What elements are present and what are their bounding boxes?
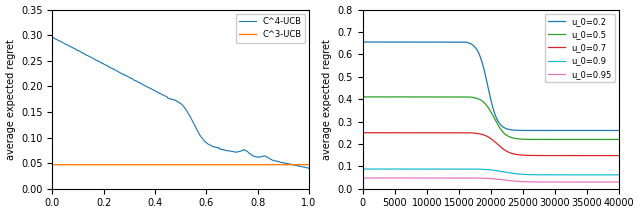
u_0=0.5 bbox=[481, 102, 488, 104]
u_0=0.5 bbox=[468, 96, 476, 99]
u_0=0.7 bbox=[595, 154, 602, 157]
u_0=0.2 bbox=[359, 41, 367, 43]
u_0=0.9 bbox=[468, 168, 476, 170]
u_0=0.5 bbox=[359, 96, 367, 98]
Line: u_0=0.95: u_0=0.95 bbox=[363, 178, 619, 182]
u_0=0.2 bbox=[615, 129, 623, 132]
C^3-UCB bbox=[61, 163, 69, 166]
C^4-UCB bbox=[61, 43, 69, 46]
u_0=0.9 bbox=[545, 174, 553, 176]
u_0=0.5 bbox=[615, 138, 623, 141]
C^3-UCB bbox=[305, 163, 313, 166]
C^3-UCB bbox=[173, 163, 181, 166]
C^4-UCB bbox=[173, 100, 181, 103]
u_0=0.95 bbox=[467, 177, 474, 179]
C^3-UCB bbox=[49, 163, 56, 166]
Legend: u_0=0.2, u_0=0.5, u_0=0.7, u_0=0.9, u_0=0.95: u_0=0.2, u_0=0.5, u_0=0.7, u_0=0.9, u_0=… bbox=[545, 14, 615, 82]
u_0=0.95 bbox=[359, 177, 367, 179]
Y-axis label: average expected regret: average expected regret bbox=[322, 39, 332, 160]
Line: C^4-UCB: C^4-UCB bbox=[52, 37, 309, 168]
u_0=0.9 bbox=[481, 168, 488, 171]
C^4-UCB bbox=[298, 165, 305, 168]
u_0=0.7 bbox=[467, 132, 474, 134]
u_0=0.7 bbox=[607, 154, 615, 157]
u_0=0.7 bbox=[481, 134, 488, 137]
C^4-UCB bbox=[49, 36, 56, 38]
u_0=0.2 bbox=[481, 70, 488, 73]
u_0=0.2 bbox=[545, 129, 553, 132]
u_0=0.95 bbox=[595, 181, 602, 183]
Line: u_0=0.2: u_0=0.2 bbox=[363, 42, 619, 131]
C^3-UCB bbox=[298, 163, 305, 166]
u_0=0.9 bbox=[615, 174, 623, 176]
u_0=0.5 bbox=[607, 138, 615, 141]
u_0=0.95 bbox=[615, 181, 623, 183]
Line: u_0=0.7: u_0=0.7 bbox=[363, 133, 619, 156]
C^3-UCB bbox=[298, 163, 305, 166]
C^4-UCB bbox=[166, 98, 174, 100]
u_0=0.9 bbox=[467, 168, 474, 170]
u_0=0.2 bbox=[468, 43, 476, 46]
Line: u_0=0.5: u_0=0.5 bbox=[363, 97, 619, 140]
Line: u_0=0.9: u_0=0.9 bbox=[363, 169, 619, 175]
C^3-UCB bbox=[250, 163, 258, 166]
C^4-UCB bbox=[298, 165, 305, 168]
u_0=0.5 bbox=[545, 138, 553, 141]
u_0=0.9 bbox=[595, 174, 602, 176]
Legend: C^4-UCB, C^3-UCB: C^4-UCB, C^3-UCB bbox=[236, 14, 305, 43]
u_0=0.7 bbox=[545, 154, 553, 157]
Y-axis label: average expected regret: average expected regret bbox=[6, 39, 15, 160]
u_0=0.7 bbox=[359, 131, 367, 134]
u_0=0.9 bbox=[359, 168, 367, 170]
u_0=0.2 bbox=[595, 129, 602, 132]
u_0=0.2 bbox=[467, 42, 474, 45]
C^4-UCB bbox=[250, 155, 258, 158]
u_0=0.5 bbox=[467, 96, 474, 98]
u_0=0.95 bbox=[607, 181, 615, 183]
C^4-UCB bbox=[305, 167, 313, 170]
u_0=0.95 bbox=[468, 177, 476, 179]
C^3-UCB bbox=[166, 163, 174, 166]
u_0=0.95 bbox=[481, 177, 488, 180]
u_0=0.7 bbox=[615, 154, 623, 157]
u_0=0.7 bbox=[468, 132, 476, 134]
u_0=0.2 bbox=[607, 129, 615, 132]
u_0=0.5 bbox=[595, 138, 602, 141]
u_0=0.95 bbox=[545, 181, 553, 183]
u_0=0.9 bbox=[607, 174, 615, 176]
